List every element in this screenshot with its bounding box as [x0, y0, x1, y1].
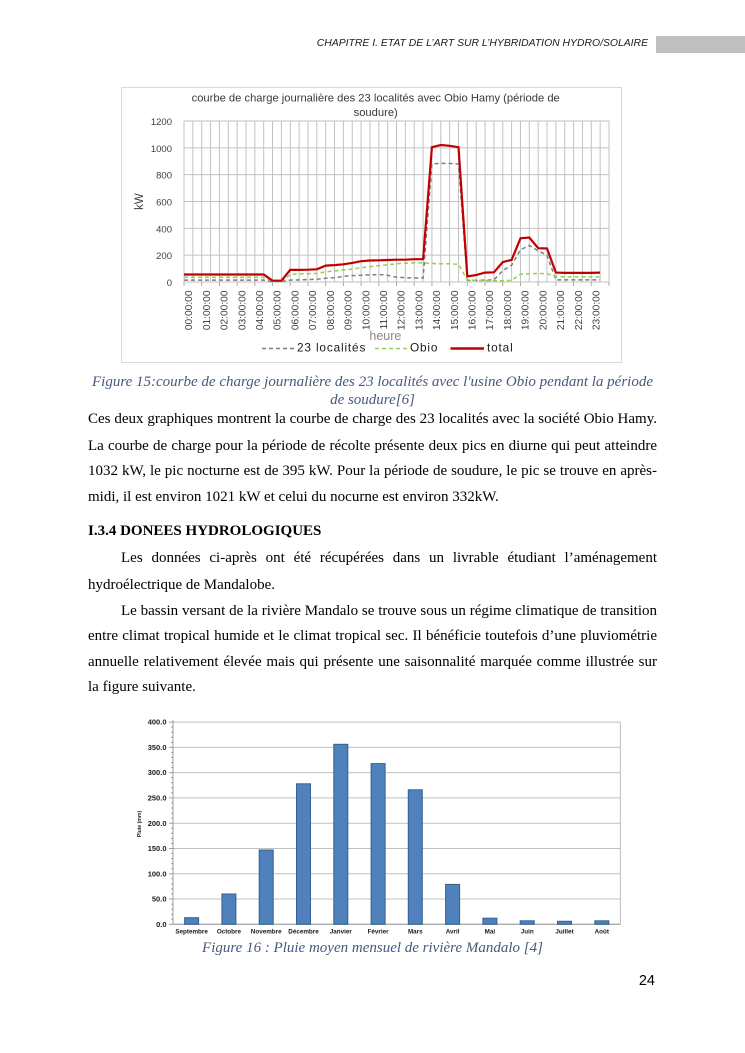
- svg-text:Janvier: Janvier: [330, 928, 353, 935]
- svg-text:Mars: Mars: [408, 928, 423, 935]
- svg-text:heure: heure: [369, 329, 401, 343]
- svg-text:600: 600: [156, 198, 172, 209]
- svg-text:19:00:00: 19:00:00: [521, 290, 532, 330]
- svg-text:150.0: 150.0: [148, 844, 167, 853]
- svg-text:soudure): soudure): [354, 107, 398, 119]
- svg-text:16:00:00: 16:00:00: [468, 290, 479, 330]
- svg-text:total: total: [487, 341, 514, 355]
- svg-text:12:00:00: 12:00:00: [397, 290, 408, 330]
- svg-text:14:00:00: 14:00:00: [432, 290, 443, 330]
- svg-text:09:00:00: 09:00:00: [344, 290, 355, 330]
- svg-text:200: 200: [156, 251, 172, 262]
- svg-text:Juin: Juin: [521, 928, 534, 935]
- svg-text:400.0: 400.0: [148, 718, 167, 727]
- svg-text:03:00:00: 03:00:00: [237, 290, 248, 330]
- svg-text:07:00:00: 07:00:00: [308, 290, 319, 330]
- svg-text:23 localités: 23 localités: [297, 341, 366, 355]
- svg-text:08:00:00: 08:00:00: [326, 290, 337, 330]
- svg-text:Novembre: Novembre: [251, 928, 282, 935]
- svg-text:02:00:00: 02:00:00: [220, 290, 231, 330]
- svg-text:Mai: Mai: [485, 928, 496, 935]
- svg-text:300.0: 300.0: [148, 768, 167, 777]
- svg-text:50.0: 50.0: [152, 895, 167, 904]
- svg-text:Juillet: Juillet: [555, 928, 574, 935]
- svg-text:100.0: 100.0: [148, 869, 167, 878]
- svg-text:200.0: 200.0: [148, 819, 167, 828]
- svg-text:13:00:00: 13:00:00: [414, 290, 425, 330]
- svg-text:0: 0: [167, 278, 172, 289]
- svg-text:Pluie (mm): Pluie (mm): [137, 810, 143, 837]
- svg-text:17:00:00: 17:00:00: [485, 290, 496, 330]
- svg-text:22:00:00: 22:00:00: [574, 290, 585, 330]
- svg-text:21:00:00: 21:00:00: [556, 290, 567, 330]
- svg-text:23:00:00: 23:00:00: [592, 290, 603, 330]
- svg-text:20:00:00: 20:00:00: [538, 290, 549, 330]
- svg-text:courbe de charge journalière d: courbe de charge journalière des 23 loca…: [192, 92, 560, 104]
- svg-text:00:00:00: 00:00:00: [184, 290, 195, 330]
- svg-text:11:00:00: 11:00:00: [379, 290, 390, 329]
- svg-text:Décembre: Décembre: [288, 928, 319, 935]
- svg-text:01:00:00: 01:00:00: [202, 290, 213, 330]
- svg-text:Février: Février: [368, 928, 390, 935]
- svg-text:Août: Août: [595, 928, 610, 935]
- svg-text:Avril: Avril: [446, 928, 460, 935]
- svg-text:18:00:00: 18:00:00: [503, 290, 514, 330]
- svg-text:350.0: 350.0: [148, 743, 167, 752]
- svg-text:Septembre: Septembre: [175, 928, 208, 935]
- svg-text:800: 800: [156, 171, 172, 182]
- svg-text:15:00:00: 15:00:00: [450, 290, 461, 330]
- svg-text:Octobre: Octobre: [217, 928, 242, 935]
- svg-text:04:00:00: 04:00:00: [255, 290, 266, 330]
- svg-text:05:00:00: 05:00:00: [273, 290, 284, 330]
- svg-text:1000: 1000: [151, 144, 172, 155]
- svg-text:1200: 1200: [151, 117, 172, 128]
- svg-text:06:00:00: 06:00:00: [290, 290, 301, 330]
- svg-text:Obio: Obio: [410, 341, 438, 355]
- svg-text:400: 400: [156, 224, 172, 235]
- svg-text:10:00:00: 10:00:00: [361, 290, 372, 330]
- svg-text:kW: kW: [134, 193, 146, 210]
- svg-text:0.0: 0.0: [156, 920, 166, 929]
- svg-text:250.0: 250.0: [148, 794, 167, 803]
